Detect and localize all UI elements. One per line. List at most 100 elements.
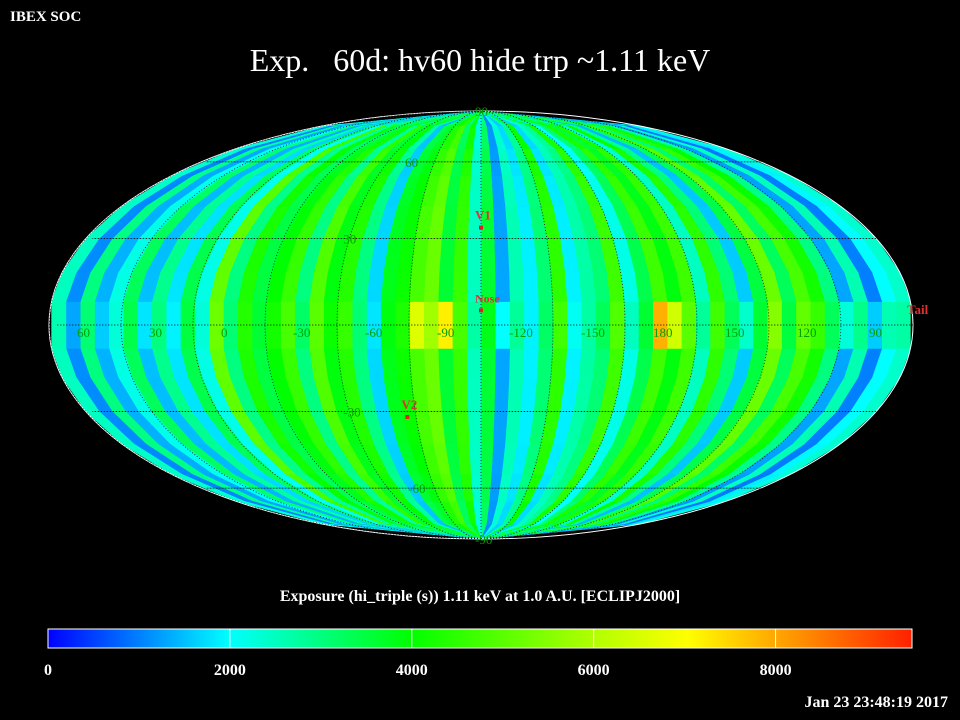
longitude-line	[408, 111, 482, 539]
colorbar	[47, 628, 913, 649]
colorbar-ticks: 0 2000 4000 6000 8000	[44, 629, 792, 679]
exposure-cell	[452, 377, 469, 412]
exposure-cell	[480, 148, 492, 177]
exposure-cell	[520, 377, 538, 412]
exposure-cell	[467, 411, 482, 445]
exposure-cell	[480, 175, 494, 207]
exposure-cell	[480, 238, 496, 273]
exposure-cell	[493, 238, 510, 273]
exposure-cell	[493, 377, 510, 412]
marker-label-nose: Nose	[475, 291, 500, 305]
graticule	[49, 111, 913, 539]
longitude-line	[192, 111, 482, 539]
exposure-cell	[578, 348, 596, 378]
exposure-cell	[394, 272, 412, 302]
longitude-label: 120	[797, 325, 817, 340]
latitude-label: -30	[343, 404, 360, 419]
exposure-cell	[522, 348, 539, 378]
exposure-cell	[468, 443, 482, 475]
exposure-cell	[480, 111, 619, 127]
chart-title: Exp. 60d: hv60 hide trp ~1.11 keV	[249, 42, 711, 78]
longitude-label: 60	[77, 325, 90, 340]
latitude-label: 30	[343, 232, 356, 247]
exposure-cell	[466, 348, 482, 378]
exposure-cell	[492, 411, 508, 445]
exposure-cell	[507, 238, 524, 273]
longitude-labels: 60 30 0 -30 -60 -90 -120 -150 180 150 120 90	[77, 325, 882, 340]
colorbar-tick-label: 2000	[214, 662, 246, 679]
longitude-label: -90	[437, 325, 454, 340]
exposure-cell	[550, 348, 568, 378]
longitude-line	[480, 111, 554, 539]
exposure-cell	[564, 348, 582, 378]
exposure-cell	[438, 238, 455, 273]
exposure-cell	[508, 272, 525, 302]
latitude-label: -90	[475, 532, 492, 547]
exposure-cell	[423, 348, 440, 378]
exposure-cell	[508, 348, 525, 378]
exposure-cell	[536, 348, 553, 378]
latitude-label: 90	[475, 104, 488, 119]
exposure-cell	[394, 348, 412, 378]
exposure-cell	[520, 238, 538, 273]
soc-label: IBEX SOC	[10, 9, 82, 25]
exposure-cells	[51, 111, 911, 539]
longitude-label: 150	[725, 325, 745, 340]
exposure-cell	[536, 272, 553, 302]
exposure-cell	[480, 348, 496, 378]
exposure-cell	[409, 348, 426, 378]
exposure-cell	[578, 272, 596, 302]
exposure-cell	[480, 473, 492, 502]
longitude-line	[49, 111, 482, 539]
exposure-cell	[480, 377, 496, 412]
colorbar-tick-label: 8000	[760, 662, 792, 679]
longitude-label: -60	[365, 325, 382, 340]
longitude-label: 90	[869, 325, 882, 340]
longitude-label: -30	[293, 325, 310, 340]
exposure-cell	[452, 238, 469, 273]
longitude-line	[120, 111, 482, 539]
marker-dot	[479, 308, 483, 313]
exposure-cell	[480, 111, 534, 127]
exposure-cell	[480, 111, 493, 127]
exposure-cell	[480, 111, 550, 127]
marker-dot	[405, 414, 410, 419]
exposure-cell	[494, 348, 510, 378]
colorbar-tick-label: 4000	[396, 662, 428, 679]
exposure-cell	[480, 411, 495, 445]
latitude-label: -60	[408, 481, 425, 496]
exposure-cell	[437, 348, 454, 378]
colorbar-tick-label: 6000	[578, 662, 610, 679]
marker-dot	[479, 225, 483, 230]
exposure-cell	[480, 111, 504, 127]
exposure-cell	[423, 272, 440, 302]
exposure-cell	[480, 111, 513, 127]
longitude-label: -120	[509, 325, 533, 340]
exposure-cell	[409, 272, 426, 302]
exposure-cell	[480, 111, 524, 127]
exposure-cell	[480, 443, 494, 475]
exposure-cell	[380, 272, 398, 302]
timestamp: Jan 23 23:48:19 2017	[804, 694, 948, 711]
longitude-label: 0	[221, 325, 228, 340]
exposure-cell	[466, 238, 482, 273]
longitude-line	[480, 111, 842, 539]
longitude-label: 30	[149, 325, 162, 340]
exposure-cell	[480, 111, 498, 127]
exposure-cell	[550, 272, 568, 302]
latitude-label: 60	[405, 155, 418, 170]
exposure-cell	[480, 111, 571, 127]
exposure-cell	[507, 377, 524, 412]
exposure-cell	[480, 111, 545, 127]
latitude-labels: 90 60 30 -30 -60 -90	[343, 104, 492, 547]
exposure-cell	[466, 377, 482, 412]
longitude-label: -150	[581, 325, 605, 340]
exposure-cell	[480, 111, 540, 127]
exposure-cell	[480, 111, 529, 127]
marker-label-v2: V2	[401, 397, 417, 412]
marker-label-tail: Tail	[907, 302, 929, 317]
exposure-cell	[380, 348, 398, 378]
exposure-cell	[468, 175, 482, 207]
exposure-cell	[522, 272, 539, 302]
